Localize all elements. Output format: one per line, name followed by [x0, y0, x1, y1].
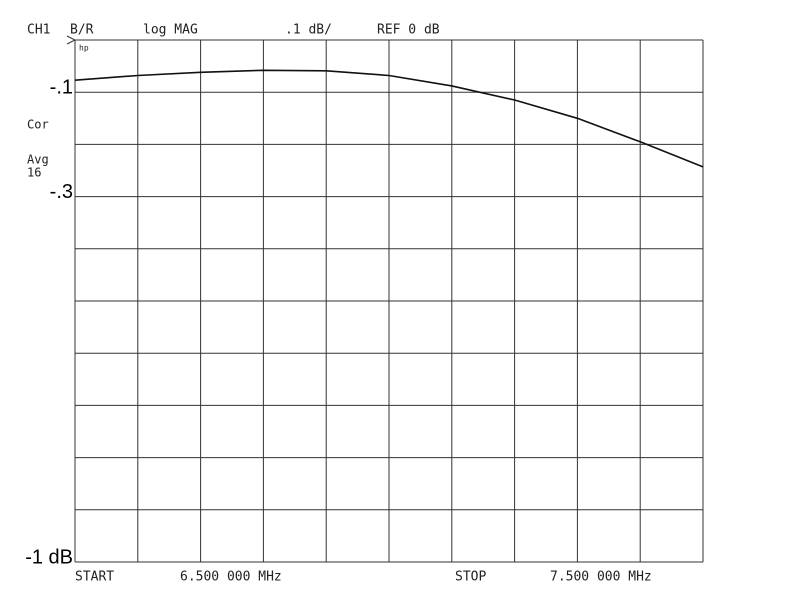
y-tick-label: -1 dB	[25, 546, 73, 568]
stop-label: STOP	[455, 570, 486, 585]
reference: REF 0 dB	[377, 23, 440, 38]
start-label: START	[75, 570, 114, 585]
stop-value: 7.500 000 MHz	[550, 570, 652, 585]
channel: CH1	[27, 23, 50, 38]
averaging: Avg	[27, 153, 49, 167]
scale: .1 dB/	[285, 23, 332, 38]
y-tick-label: -.3	[50, 181, 73, 203]
measurement: B/R	[70, 23, 94, 38]
trace	[74, 69, 704, 168]
logo: hp	[79, 44, 89, 53]
y-tick-label: -.1	[50, 76, 73, 98]
avg-factor: 16	[27, 166, 41, 180]
format: log MAG	[143, 23, 198, 38]
correction: Cor	[27, 118, 49, 132]
start-value: 6.500 000 MHz	[180, 570, 282, 585]
ref-marker	[66, 35, 77, 45]
